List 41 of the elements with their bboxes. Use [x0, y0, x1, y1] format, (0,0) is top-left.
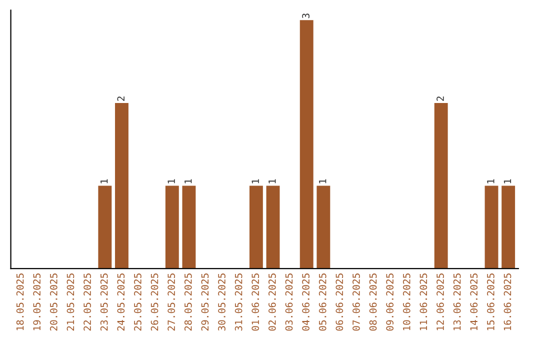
x-tick-label: 12.06.2025	[436, 274, 444, 330]
x-tick-label: 29.05.2025	[201, 274, 209, 331]
x-tick-label: 03.06.2025	[285, 274, 293, 331]
data-label: 1	[487, 179, 494, 184]
x-tick-label: 23.05.2025	[100, 274, 108, 331]
data-label: 1	[504, 179, 512, 184]
x-tick-label: 02.06.2025	[268, 274, 276, 331]
data-label: 3	[302, 14, 310, 18]
x-tick-label: 24.05.2025	[117, 274, 125, 331]
x-tick-label: 14.06.2025	[470, 274, 478, 330]
x-tick-label: 04.06.2025	[302, 274, 310, 331]
x-tick-label: 15.06.2025	[487, 274, 494, 330]
x-tick-label: 30.05.2025	[218, 274, 226, 331]
data-label: 1	[252, 179, 259, 184]
x-tick-label: 13.06.2025	[453, 274, 461, 330]
x-tick-label: 05.06.2025	[318, 274, 326, 331]
x-tick-label: 06.06.2025	[336, 274, 344, 331]
x-tick-label: 28.05.2025	[184, 274, 192, 331]
data-label: 1	[268, 179, 276, 184]
x-tick-label: 22.05.2025	[84, 274, 91, 331]
data-label: 2	[117, 96, 124, 101]
x-tick-label: 26.05.2025	[150, 274, 158, 331]
x-tick-label: 21.05.2025	[66, 274, 74, 331]
x-tick-label: 16.06.2025	[504, 274, 512, 330]
x-tick-label: 18.05.2025	[16, 274, 24, 330]
x-tick-label: 07.06.2025	[352, 274, 360, 331]
data-label: 1	[319, 179, 326, 184]
x-tick-label: 31.05.2025	[234, 274, 242, 331]
x-tick-label: 11.06.2025	[420, 274, 428, 330]
data-label: 1	[100, 179, 108, 184]
data-label: 1	[168, 179, 175, 184]
x-tick-label: 27.05.2025	[168, 274, 176, 331]
data-label: 1	[184, 179, 192, 184]
x-tick-label: 01.06.2025	[252, 274, 260, 331]
x-tick-label: 09.06.2025	[386, 274, 394, 331]
data-label: 2	[436, 96, 444, 101]
x-tick-label: 25.05.2025	[134, 274, 142, 331]
x-tick-label: 20.05.2025	[50, 274, 58, 331]
x-tick-label: 19.05.2025	[33, 274, 41, 330]
x-tick-label: 10.06.2025	[402, 274, 410, 330]
x-tick-label: 08.06.2025	[369, 274, 377, 331]
